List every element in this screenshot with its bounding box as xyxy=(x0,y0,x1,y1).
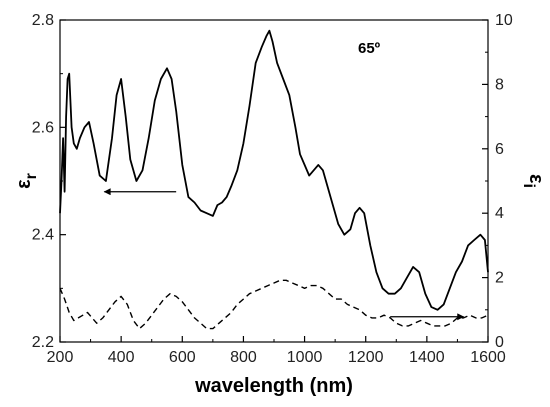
x-tick-label: 400 xyxy=(108,349,135,366)
svg-text:εr: εr xyxy=(13,173,40,189)
plot-frame xyxy=(59,19,489,343)
y-left-tick-label: 2.4 xyxy=(32,227,54,244)
x-tick-label: 600 xyxy=(169,349,196,366)
y-right-tick-label: 8 xyxy=(495,76,504,93)
y-right-axis-ticks: 0 2 4 6 8 10 xyxy=(482,12,513,351)
y-right-tick-label: 10 xyxy=(495,12,513,29)
series-group xyxy=(59,29,489,330)
y-left-title-sub: r xyxy=(23,173,40,179)
series-line-dashed xyxy=(59,279,489,330)
y-left-axis-title: εr xyxy=(13,173,40,189)
y-right-title-sub: i xyxy=(520,184,537,188)
y-right-tick-label: 6 xyxy=(495,141,504,158)
x-tick-label: 800 xyxy=(230,349,257,366)
x-tick-label: 1400 xyxy=(409,349,445,366)
x-tick-label: 200 xyxy=(47,349,74,366)
y-left-tick-label: 2.8 xyxy=(32,12,54,29)
y-left-axis-ticks: 2.2 2.4 2.6 2.8 xyxy=(32,12,66,351)
x-tick-label: 1000 xyxy=(287,349,323,366)
y-right-tick-label: 2 xyxy=(495,270,504,287)
y-right-tick-label: 4 xyxy=(495,205,504,222)
y-right-title-main: ε xyxy=(525,174,547,184)
y-left-tick-label: 2.2 xyxy=(32,334,54,351)
svg-text:εi: εi xyxy=(520,174,547,188)
y-left-title-main: ε xyxy=(13,179,35,189)
y-right-axis-title: εi xyxy=(520,174,547,188)
series-line-solid xyxy=(59,29,489,311)
y-right-tick-label: 0 xyxy=(495,334,504,351)
x-axis-ticks: 200 400 600 800 1000 1200 1400 1600 xyxy=(47,336,506,366)
angle-annotation: 65º xyxy=(358,40,381,57)
x-axis-title: wavelength (nm) xyxy=(194,375,353,397)
y-left-tick-label: 2.6 xyxy=(32,119,54,136)
x-tick-label: 1200 xyxy=(348,349,384,366)
arrow-group xyxy=(103,188,465,321)
x-tick-label: 1600 xyxy=(470,349,506,366)
